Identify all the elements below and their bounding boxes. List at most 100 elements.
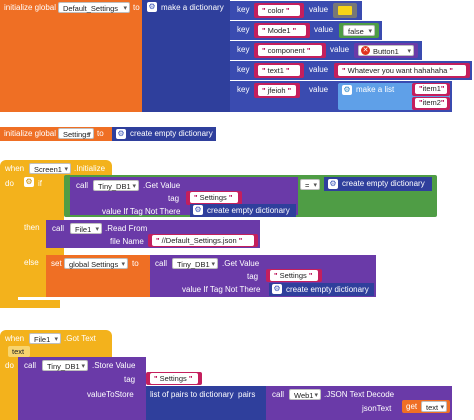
key-label: key — [237, 5, 250, 14]
string-value[interactable]: " color " — [258, 5, 300, 16]
gear-icon[interactable]: ⚙ — [342, 85, 352, 95]
json-text-label: jsonText — [362, 404, 392, 413]
value-text: Whatever you want hahahaha — [347, 66, 448, 75]
component-name: Button1 — [373, 47, 399, 56]
if-label: if — [38, 179, 42, 188]
gear-icon[interactable]: ⚙ — [193, 205, 203, 215]
when-label: when — [5, 164, 25, 173]
to-label: to — [133, 3, 140, 12]
pairs-label: pairs — [238, 390, 256, 399]
read-from-label: .Read From — [105, 224, 148, 233]
component-dropdown[interactable]: File1 — [70, 223, 102, 235]
do-label: do — [5, 179, 14, 188]
event-label: .Got Text — [64, 334, 96, 343]
gear-icon[interactable]: ⚙ — [116, 129, 126, 139]
key-text: text1 — [267, 66, 284, 75]
component-dropdown[interactable]: File1 — [29, 333, 61, 345]
string-value[interactable]: " Settings " — [270, 270, 318, 281]
gear-icon[interactable]: ⚙ — [272, 284, 282, 294]
json-decode-label: .JSON Text Decode — [324, 390, 395, 399]
call-label: call — [155, 259, 168, 268]
init-global-label: initialize global — [4, 129, 57, 138]
make-dictionary-block[interactable] — [142, 0, 230, 112]
string-value[interactable]: " //Default_Settings.json " — [152, 235, 254, 246]
gear-icon[interactable]: ⚙ — [147, 2, 157, 12]
do-label: do — [5, 361, 14, 370]
key-label: key — [237, 65, 250, 74]
component-dropdown[interactable]: Button1 — [358, 45, 414, 57]
make-dictionary-label: make a dictionary — [161, 3, 224, 12]
list-item[interactable]: "item1" — [415, 84, 447, 94]
value-label: value — [309, 85, 329, 94]
string-value[interactable]: " Settings " — [150, 373, 198, 384]
string-value[interactable]: " Mode1 " — [258, 25, 306, 36]
store-value-label: .Store Value — [92, 361, 136, 370]
key-label: key — [237, 25, 250, 34]
var-name-dropdown[interactable]: global Settings — [64, 258, 128, 270]
create-empty-dictionary-block[interactable] — [190, 204, 296, 217]
value-label: value — [309, 65, 329, 74]
to-label: to — [132, 259, 139, 268]
tag-text: Settings — [159, 374, 187, 383]
string-value[interactable]: " Settings " — [190, 192, 238, 203]
get-value-label: .Get Value — [143, 181, 181, 190]
value-to-store-label: valueToStore — [87, 390, 134, 399]
component-dropdown[interactable]: Tiny_DB1 — [42, 360, 88, 372]
tag-label: tag — [124, 375, 136, 384]
gear-icon[interactable]: ⚙ — [328, 179, 338, 189]
component-dropdown[interactable]: Tiny_DB1 — [93, 180, 139, 192]
create-empty-dictionary-label: create empty dictionary — [286, 285, 369, 294]
event-label: .Initialize — [74, 164, 106, 173]
list-to-dictionary-block[interactable] — [146, 386, 266, 420]
to-label: to — [97, 129, 104, 138]
event-bottom — [0, 300, 60, 308]
list-item-text: item2 — [422, 98, 441, 107]
color-swatch-yellow[interactable] — [338, 6, 352, 15]
create-empty-dictionary-block[interactable] — [112, 127, 216, 141]
create-empty-dictionary-label: create empty dictionary — [207, 206, 290, 215]
value-label: value — [309, 5, 329, 14]
key-text: Mode1 — [267, 26, 291, 35]
create-empty-dictionary-block[interactable] — [269, 283, 374, 296]
get-value-label: .Get Value — [222, 259, 260, 268]
string-value[interactable]: " jfeioh " — [258, 85, 296, 96]
list-item[interactable]: "item2" — [415, 98, 447, 108]
close-icon: ✕ — [361, 46, 370, 55]
value-if-tag-not-there-label: value If Tag Not There — [182, 285, 261, 294]
component-dropdown[interactable]: Tiny_DB1 — [172, 258, 218, 270]
var-name-dropdown[interactable]: text — [421, 401, 447, 413]
key-text: jfeioh — [267, 86, 286, 95]
init-global-label: initialize global — [4, 3, 57, 12]
string-value[interactable]: " component " — [258, 45, 322, 56]
string-value[interactable]: " text1 " — [258, 65, 300, 76]
key-label: key — [237, 85, 250, 94]
component-dropdown[interactable]: Screen1 — [29, 163, 71, 175]
key-text: color — [267, 6, 284, 15]
list-to-dictionary-label: list of pairs to dictionary — [150, 390, 234, 399]
create-empty-dictionary-label: create empty dictionary — [342, 179, 425, 188]
var-name-dropdown[interactable]: Settings — [58, 128, 94, 140]
call-label: call — [272, 390, 285, 399]
operator-dropdown[interactable]: = — [300, 179, 320, 191]
call-label: call — [76, 181, 89, 190]
value-label: value — [330, 45, 350, 54]
var-name-dropdown[interactable]: Default_Settings — [58, 2, 130, 14]
create-empty-dictionary-block[interactable] — [324, 177, 432, 191]
when-label: when — [5, 334, 25, 343]
file-name-label: file Name — [110, 237, 144, 246]
value-label: value — [314, 25, 334, 34]
init-default-settings-block[interactable] — [0, 0, 142, 112]
tag-label: tag — [247, 272, 259, 281]
tag-text: Settings — [279, 271, 307, 280]
get-label: get — [406, 402, 418, 411]
boolean-dropdown[interactable]: false — [343, 25, 375, 37]
tag-text: Settings — [199, 193, 227, 202]
event-param-text[interactable]: text — [8, 346, 30, 357]
set-label: set — [51, 259, 62, 268]
key-label: key — [237, 45, 250, 54]
component-dropdown[interactable]: Web1 — [289, 389, 321, 401]
string-value[interactable]: " Whatever you want hahahaha " — [338, 65, 466, 76]
gear-icon[interactable]: ⚙ — [24, 177, 34, 187]
event-body-rail — [0, 178, 18, 308]
make-list-label: make a list — [356, 85, 395, 94]
